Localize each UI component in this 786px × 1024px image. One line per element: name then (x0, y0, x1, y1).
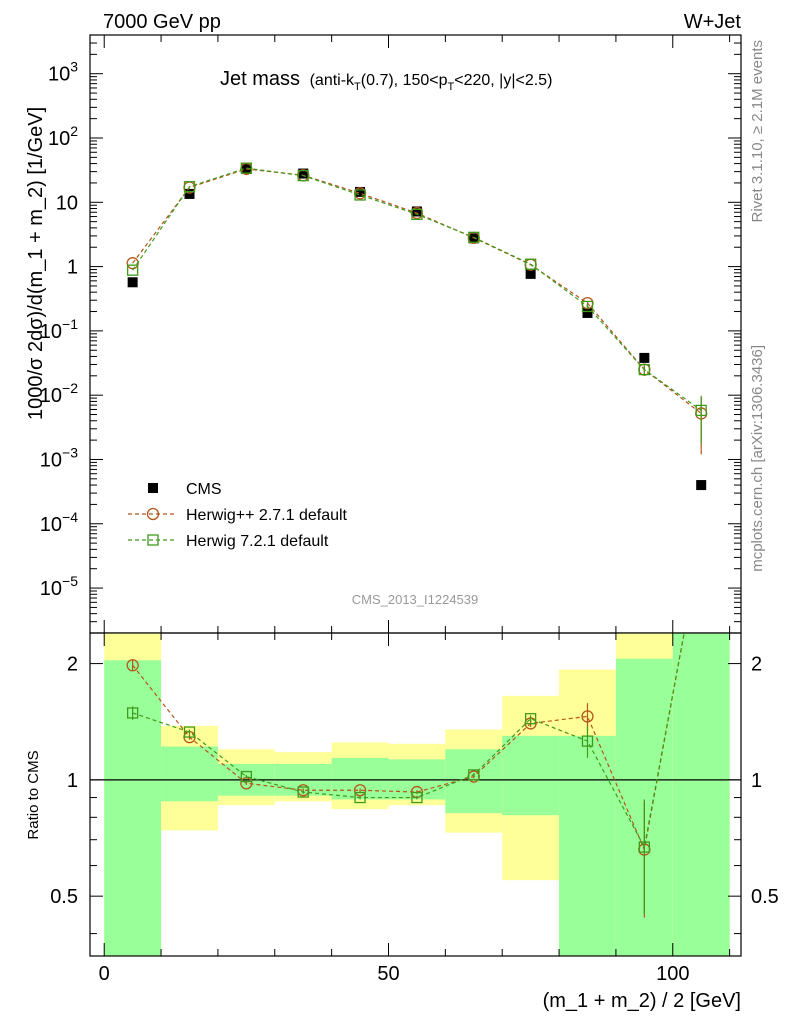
ratio-panel-frame (89, 632, 742, 957)
header-right: W+Jet (684, 11, 742, 33)
ratio-data-point (183, 726, 196, 738)
ratio-data-point (581, 710, 594, 723)
ratio-y-tick-label-right: 2 (751, 654, 762, 676)
main-y-tick-label: 10−4 (40, 509, 78, 536)
main-y-axis-label: 1000/σ 2dσ)/d(m_1 + m_2) [1/GeV] (25, 107, 47, 420)
ratio-y-tick-label: 2 (67, 654, 78, 676)
data-point (581, 300, 594, 313)
analysis-id-label: CMS_2013_I1224539 (352, 592, 479, 607)
main-y-tick-label: 10−5 (40, 573, 78, 600)
ratio-data-point (638, 841, 650, 853)
x-tick-label: 0 (99, 963, 110, 985)
legend-label: Herwig++ 2.7.1 default (186, 507, 348, 524)
x-tick-label: 50 (377, 963, 399, 985)
ratio-data-point (297, 786, 309, 798)
ratio-data-point (354, 791, 366, 804)
main-y-tick-label: 10−3 (40, 444, 78, 471)
ratio-series-line (132, 632, 685, 852)
data-point (468, 231, 480, 243)
ratio-y-tick-label-right: 0.5 (751, 886, 779, 908)
data-point (240, 162, 253, 174)
main-y-tick-label: 10−2 (40, 380, 78, 407)
legend-label: CMS (186, 481, 222, 498)
data-point (183, 181, 196, 193)
ratio-data-point (126, 659, 139, 672)
data-point (524, 258, 537, 270)
main-y-tick-label: 1 (67, 257, 78, 279)
data-point (355, 186, 366, 197)
data-point (411, 206, 422, 217)
ratio-series-1 (126, 632, 685, 914)
data-point (298, 168, 309, 179)
legend-marker (147, 534, 159, 546)
data-point (638, 363, 650, 376)
main-y-tick-label: 102 (48, 123, 78, 150)
legend-label: Herwig 7.2.1 default (186, 533, 329, 550)
ratio-panel: 2 2 1 1 0.5 0.5 0 50 100 Ratio to CMS (m_1 + m_… (25, 632, 779, 1012)
series-1 (126, 162, 708, 455)
legend-entry: Herwig 7.2.1 default (128, 533, 329, 550)
data-point (184, 188, 195, 199)
legend-marker (146, 507, 160, 521)
ratio-y-axis-label: Ratio to CMS (25, 750, 42, 839)
data-point (695, 404, 707, 417)
data-point (127, 277, 138, 288)
series-line (132, 167, 702, 411)
ratio-series-line (132, 632, 685, 849)
main-y-tick-label: 103 (48, 59, 78, 86)
data-point (582, 307, 593, 318)
ratio-y-tick-label: 1 (67, 770, 78, 792)
main-y-tick-label: 10 (56, 192, 78, 214)
legend-marker (148, 483, 158, 493)
uncertainty-band-inner (445, 749, 503, 814)
data-point (297, 169, 309, 182)
data-point (411, 208, 423, 220)
mcplots-label: mcplots.cern.ch [arXiv:1306.3436] (749, 345, 766, 572)
uncertainty-band-inner (502, 735, 560, 816)
ratio-data-point (468, 769, 480, 781)
data-point (126, 257, 139, 270)
uncertainty-band-inner (104, 660, 162, 956)
chart-title-main: Jet mass (220, 68, 300, 90)
data-point (696, 480, 707, 491)
ratio-y-tick-label-right: 1 (751, 770, 762, 792)
legend: CMS Herwig++ 2.7.1 default Herwig 7.2.1 de… (128, 481, 348, 550)
legend-entry: Herwig++ 2.7.1 default (128, 507, 348, 524)
legend-entry: CMS (148, 481, 222, 498)
uncertainty-band-inner (672, 633, 730, 956)
data-point (639, 352, 650, 363)
data-point (525, 268, 536, 279)
data-point (354, 189, 366, 201)
data-point (126, 264, 139, 276)
uncertainty-band-inner (559, 735, 616, 956)
x-axis-label: (m_1 + m_2) / 2 [GeV] (543, 990, 741, 1012)
ratio-y-tick-label: 0.5 (50, 886, 78, 908)
ratio-data-point (524, 713, 537, 725)
ratio-data-point (126, 707, 139, 719)
series-2 (126, 162, 707, 444)
chart-title: Jet mass (anti-kT(0.7), 150<pT<220, |y|<… (220, 68, 552, 93)
series-line (132, 168, 702, 414)
ratio-data-point (411, 791, 423, 804)
uncertainty-band-inner (161, 746, 218, 802)
rivet-version-label: Rivet 3.1.10, ≥ 2.1M events (749, 40, 766, 223)
main-y-tick-label: 10−1 (40, 316, 78, 343)
header-left: 7000 GeV pp (103, 11, 221, 33)
ratio-data-point (240, 770, 253, 783)
x-tick-label: 100 (656, 963, 689, 985)
ratio-data-point (581, 735, 594, 747)
